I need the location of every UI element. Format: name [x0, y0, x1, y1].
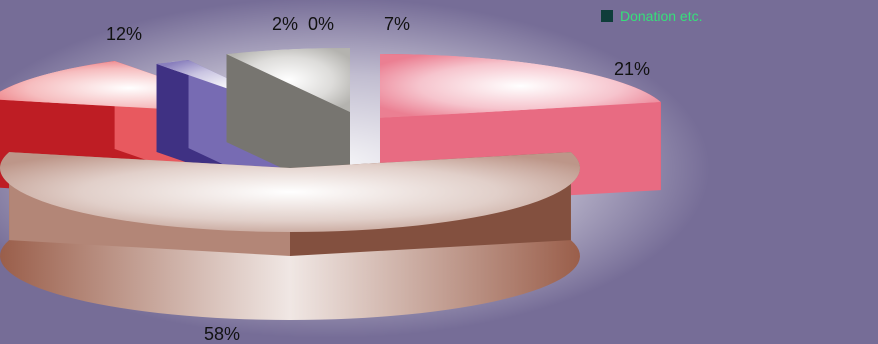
pie-slice: [226, 48, 350, 201]
pie-slice: [0, 152, 580, 320]
slice-label: 0%: [308, 14, 334, 34]
slice-label: 58%: [204, 324, 240, 344]
slice-label: 12%: [106, 24, 142, 44]
slice-label: 7%: [384, 14, 410, 34]
legend-label: Donation etc.: [620, 8, 703, 24]
legend: Donation etc.: [601, 8, 703, 24]
legend-swatch: [601, 10, 613, 22]
slice-label: 2%: [272, 14, 298, 34]
slice-label: 21%: [614, 59, 650, 79]
